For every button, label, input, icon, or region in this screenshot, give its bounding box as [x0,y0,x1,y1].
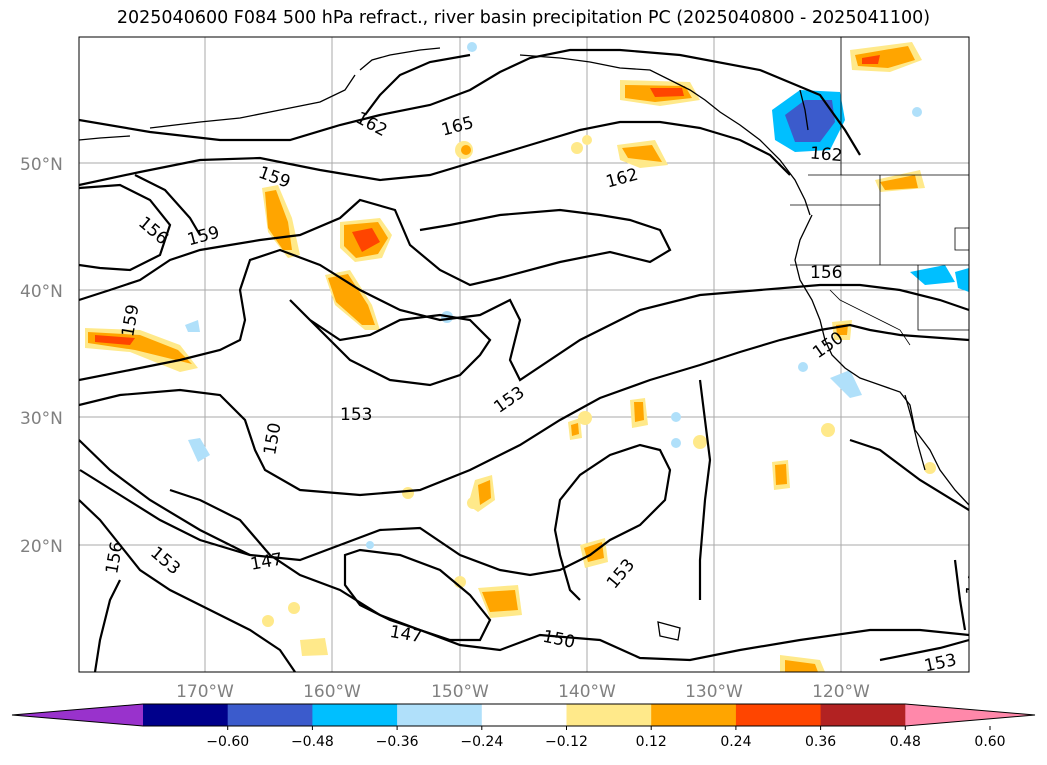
longitude-labels: 170°W 160°W 150°W 140°W 130°W 120°W [176,682,870,702]
colorbar-segment [566,704,652,726]
colorbar-tick-label: 0.12 [636,734,667,750]
colorbar-segment [227,704,313,726]
colorbar-tick-label: −0.36 [376,734,419,750]
lon-label: 140°W [558,682,616,702]
plot-frame [78,36,970,673]
lat-label: 30°N [20,409,63,429]
colorbar-segment [820,704,906,726]
lat-label: 20°N [20,537,63,557]
colorbar-segment [651,704,737,726]
lat-label: 40°N [20,282,63,302]
colorbar-tick-label: −0.24 [460,734,503,750]
latitude-labels: 50°N 40°N 30°N 20°N [20,155,63,557]
colorbar-segment [735,704,822,726]
colorbar-tick-label: −0.48 [291,734,334,750]
colorbar-segment [143,704,229,726]
colorbar-tick-label: 0.24 [720,734,751,750]
colorbar-outline [11,703,1036,727]
contour-label: 156 [810,263,842,283]
colorbar-tick-label: −0.12 [545,734,588,750]
colorbar-segment [481,704,567,726]
map-title: 2025040600 F084 500 hPa refract., river … [116,8,931,28]
colorbar-tick-label: −0.60 [206,734,249,750]
lat-label: 50°N [20,155,63,175]
contour-label: 153 [340,405,372,425]
colorbar-segment [312,704,398,726]
lon-label: 130°W [685,682,743,702]
contour-label: 153 [923,650,959,676]
colorbar-extend-max [905,704,1035,726]
colorbar-tick-label: 0.36 [805,734,836,750]
coastlines [79,47,969,641]
lon-label: 120°W [812,682,870,702]
contour-label: 162 [809,143,843,166]
lon-label: 150°W [431,682,489,702]
refractivity-contours [79,48,969,672]
colorbar-segment [397,704,483,726]
colorbar-tick-label: 0.60 [974,734,1005,750]
precip-positive-areas [85,42,936,672]
lon-label: 170°W [176,682,234,702]
colorbar-extend-min [12,704,143,726]
contour-label: 147 [962,562,987,597]
lon-label: 160°W [303,682,361,702]
colorbar-tick-label: 0.48 [890,734,921,750]
colorbar: −0.60 −0.48 −0.36 −0.24 −0.12 0.12 0.24 0.36 0.4… [11,703,1036,750]
